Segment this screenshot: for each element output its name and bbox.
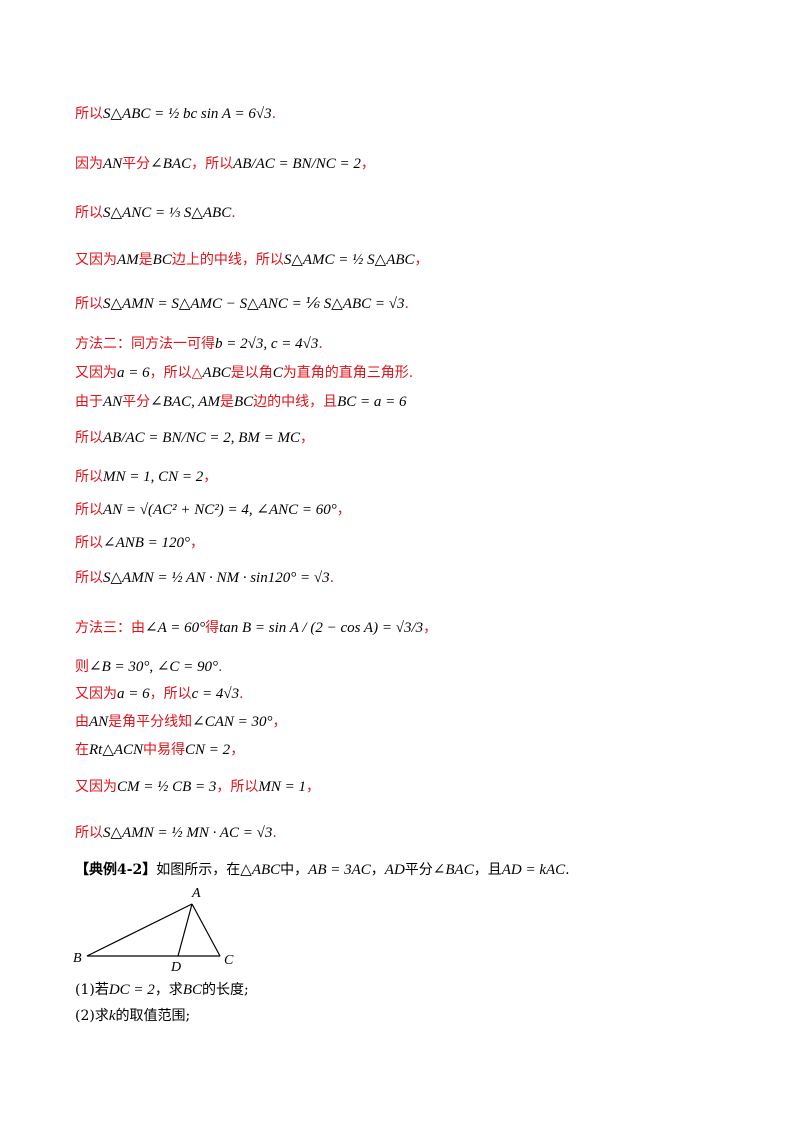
solution-line-10: 所以MN = 1, CN = 2，	[75, 469, 218, 485]
solution-line-7: 又因为a = 6，所以△ABC是以角C为直角的直角三角形.	[75, 365, 414, 381]
label-c: C	[224, 953, 234, 968]
example-tag: 【典例4-2】	[75, 862, 157, 878]
solution-line-9: 所以AB/AC = BN/NC = 2, BM = MC，	[75, 430, 315, 446]
solution-line-20: 所以S△AMN = ½ MN · AC = √3.	[75, 825, 277, 841]
solution-line-19: 又因为CM = ½ CB = 3，所以MN = 1，	[75, 779, 321, 795]
solution-line-12: 所以∠ANB = 120°，	[75, 535, 205, 551]
solution-line-18: 在Rt△ACN中易得CN = 2，	[75, 742, 245, 758]
solution-line-1: 所以S△ABC = ½ bc sin A = 6√3.	[75, 106, 277, 122]
segment-ad	[177, 903, 193, 957]
solution-line-14: 方法三：由∠A = 60°得tan B = sin A / (2 − cos A…	[75, 620, 438, 636]
solution-line-8: 由于AN平分∠BAC, AM是BC边的中线，且BC = a = 6	[75, 394, 407, 410]
example-problem-statement: 【典例4-2】如图所示，在△ABC中，AB = 3AC，AD平分∠BAC，且AD…	[75, 862, 570, 878]
solution-line-6: 方法二：同方法一可得b = 2√3, c = 4√3.	[75, 336, 323, 352]
solution-line-16: 又因为a = 6，所以c = 4√3.	[75, 686, 244, 702]
solution-line-5: 所以S△AMN = S△AMC − S△ANC = ⅙ S△ABC = √3.	[75, 296, 409, 312]
solution-line-4: 又因为AM是BC边上的中线，所以S△AMC = ½ S△ABC，	[75, 252, 429, 268]
solution-line-2: 因为AN平分∠BAC，所以AB/AC = BN/NC = 2，	[75, 156, 375, 172]
side-ba	[86, 903, 193, 957]
solution-line-13: 所以S△AMN = ½ AN · NM · sin120° = √3.	[75, 570, 335, 586]
side-ac	[191, 903, 221, 957]
question-2: (2)求k的取值范围;	[75, 1008, 191, 1024]
label-d: D	[170, 960, 181, 974]
solution-line-3: 所以S△ANC = ⅓ S△ABC.	[75, 205, 236, 221]
label-a: A	[191, 886, 201, 901]
solution-line-11: 所以AN = √(AC² + NC²) = 4, ∠ANC = 60°，	[75, 502, 351, 518]
solution-line-15: 则∠B = 30°, ∠C = 90°.	[75, 659, 223, 675]
solution-line-17: 由AN是角平分线知∠CAN = 30°，	[75, 714, 287, 730]
triangle-figure: A B C D	[73, 886, 234, 974]
label-b: B	[73, 951, 82, 966]
question-1: (1)若DC = 2，求BC的长度;	[75, 982, 249, 998]
